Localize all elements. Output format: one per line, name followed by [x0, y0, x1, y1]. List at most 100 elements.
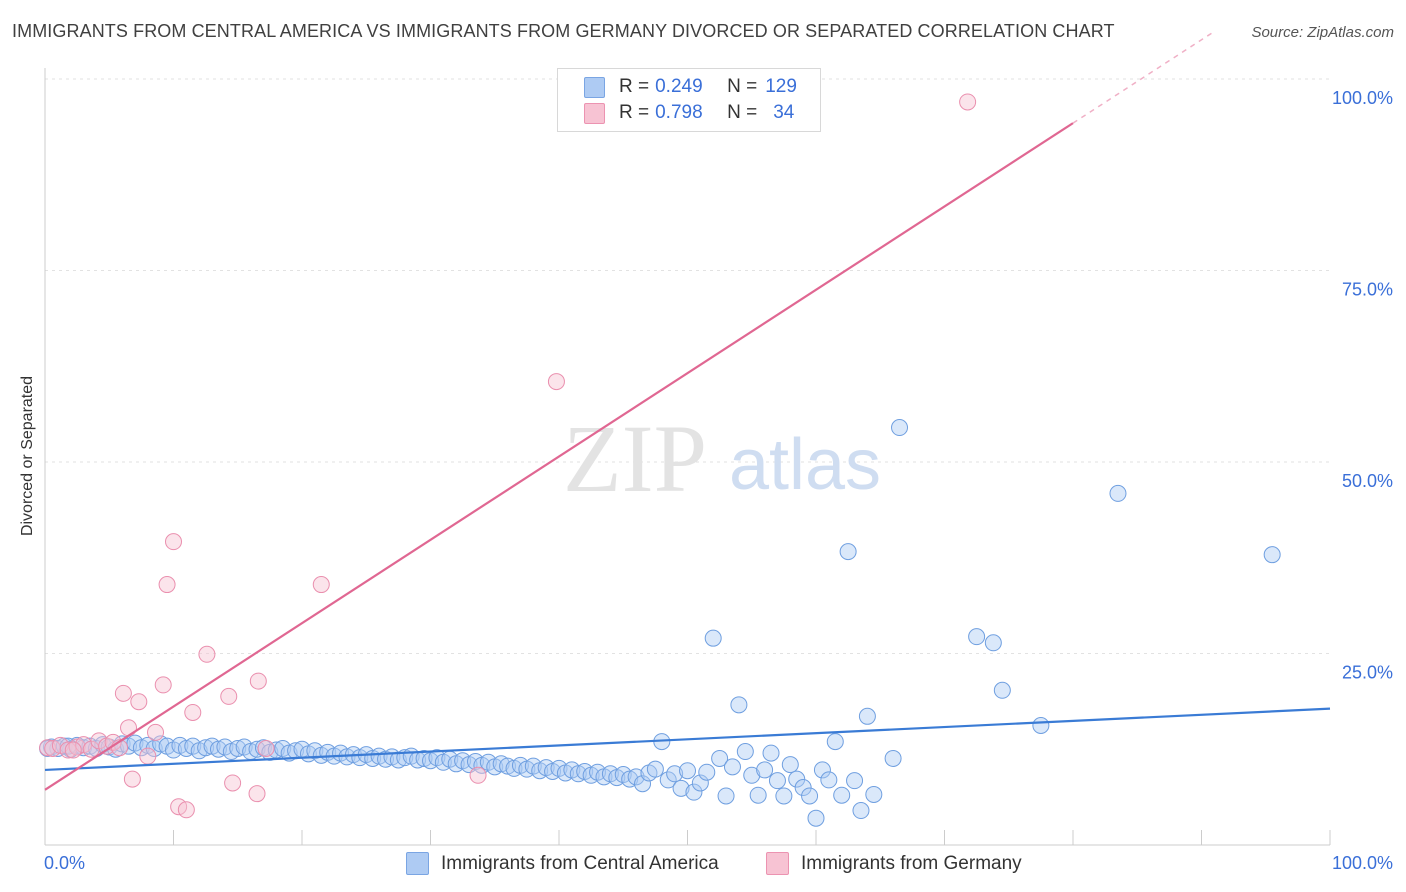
point-central-america	[492, 755, 510, 773]
trend-line-germany	[44, 122, 1074, 791]
point-central-america	[377, 750, 395, 768]
point-central-america	[569, 765, 587, 783]
correlation-legend: R = 0.249 N = 129 R = 0.798 N = 34	[557, 68, 821, 132]
series-swatch-pink	[766, 852, 789, 875]
point-central-america	[717, 787, 735, 805]
point-central-america	[723, 758, 741, 776]
legend-n-label: N =	[727, 76, 758, 97]
point-germany	[249, 672, 267, 690]
point-germany	[165, 533, 182, 551]
point-central-america	[993, 681, 1011, 699]
point-central-america	[621, 770, 639, 788]
point-central-america	[229, 739, 247, 757]
point-central-america	[1032, 717, 1050, 735]
point-germany	[139, 747, 157, 765]
point-central-america	[743, 766, 761, 784]
point-germany	[120, 719, 138, 737]
point-central-america	[865, 785, 883, 803]
point-central-america	[698, 763, 716, 781]
legend-row-germany: R = 0.798 N = 34	[584, 101, 794, 125]
legend-swatch-pink	[584, 102, 605, 124]
x-tick-label: 0.0%	[44, 853, 85, 873]
point-central-america	[807, 809, 825, 827]
point-central-america	[788, 770, 806, 788]
point-central-america	[627, 768, 645, 786]
point-central-america	[826, 733, 844, 751]
point-central-america	[1109, 484, 1127, 502]
point-central-america	[839, 543, 857, 561]
y-tick-label: 100.0%	[1332, 88, 1393, 108]
point-central-america	[704, 629, 722, 647]
point-central-america	[659, 771, 677, 789]
point-central-america	[389, 751, 407, 769]
source-label: Source: ZipAtlas.com	[1251, 24, 1394, 41]
trend-line-germany-extension	[1072, 30, 1215, 124]
axes	[44, 68, 1331, 846]
point-germany	[64, 741, 82, 759]
point-central-america	[736, 743, 754, 761]
legend-n-value: 129	[765, 76, 797, 97]
legend-swatch-blue	[584, 76, 605, 98]
point-germany	[147, 723, 165, 741]
point-germany	[959, 93, 977, 111]
point-germany	[177, 801, 195, 819]
series-legend-label: Immigrants from Central America	[441, 852, 719, 874]
point-central-america	[968, 628, 986, 646]
point-central-america	[499, 757, 517, 775]
point-central-america	[711, 749, 729, 767]
legend-n-label: N =	[727, 102, 758, 123]
point-central-america	[691, 774, 709, 792]
x-tick-label: 100.0%	[1332, 853, 1393, 873]
point-central-america	[132, 739, 150, 757]
legend-row-central-america: R = 0.249 N = 129	[584, 75, 797, 99]
point-central-america	[634, 775, 652, 793]
series-legend-label: Immigrants from Germany	[801, 852, 1022, 874]
watermark: ZIP atlas	[563, 405, 881, 512]
point-central-america	[775, 787, 793, 805]
point-central-america	[858, 707, 876, 725]
point-central-america	[730, 696, 748, 714]
series-legend-central-america[interactable]: Immigrants from Central America	[406, 852, 719, 875]
point-central-america	[768, 772, 786, 790]
y-tick-label: 75.0%	[1342, 280, 1393, 300]
point-central-america	[209, 740, 227, 758]
watermark-atlas: atlas	[729, 425, 881, 505]
grid-lines	[45, 78, 1330, 654]
trend-lines	[44, 30, 1331, 791]
trend-line-central-america	[44, 707, 1331, 772]
point-central-america	[846, 772, 864, 790]
legend-n-value: 34	[773, 102, 795, 123]
point-central-america	[884, 749, 902, 767]
point-central-america	[820, 771, 838, 789]
point-central-america	[801, 787, 819, 805]
point-central-america	[794, 779, 812, 797]
point-germany	[130, 693, 148, 711]
legend-r-label: R =	[619, 76, 650, 97]
point-germany	[220, 687, 238, 705]
point-central-america	[177, 739, 195, 757]
legend-r-value: 0.798	[655, 102, 703, 123]
y-tick-label: 50.0%	[1342, 471, 1393, 491]
point-germany	[469, 766, 487, 784]
point-germany	[248, 785, 266, 803]
tick-labels: 25.0% 50.0% 75.0% 100.0% 0.0% 100.0%	[44, 88, 1393, 873]
point-germany	[158, 576, 176, 594]
point-central-america	[685, 783, 703, 801]
point-central-america	[852, 802, 870, 820]
series-legend-germany[interactable]: Immigrants from Germany	[766, 852, 1022, 875]
y-tick-label: 25.0%	[1342, 663, 1393, 683]
point-central-america	[984, 634, 1002, 652]
point-germany	[154, 676, 172, 694]
point-central-america	[756, 761, 774, 779]
point-germany	[198, 645, 216, 663]
point-germany	[184, 703, 202, 721]
point-central-america	[833, 786, 851, 804]
point-germany	[123, 770, 141, 788]
legend-r-label: R =	[619, 102, 650, 123]
point-central-america	[1263, 546, 1281, 564]
point-central-america	[666, 765, 684, 783]
point-germany	[39, 739, 57, 757]
point-germany	[547, 373, 565, 391]
point-central-america	[197, 739, 215, 757]
